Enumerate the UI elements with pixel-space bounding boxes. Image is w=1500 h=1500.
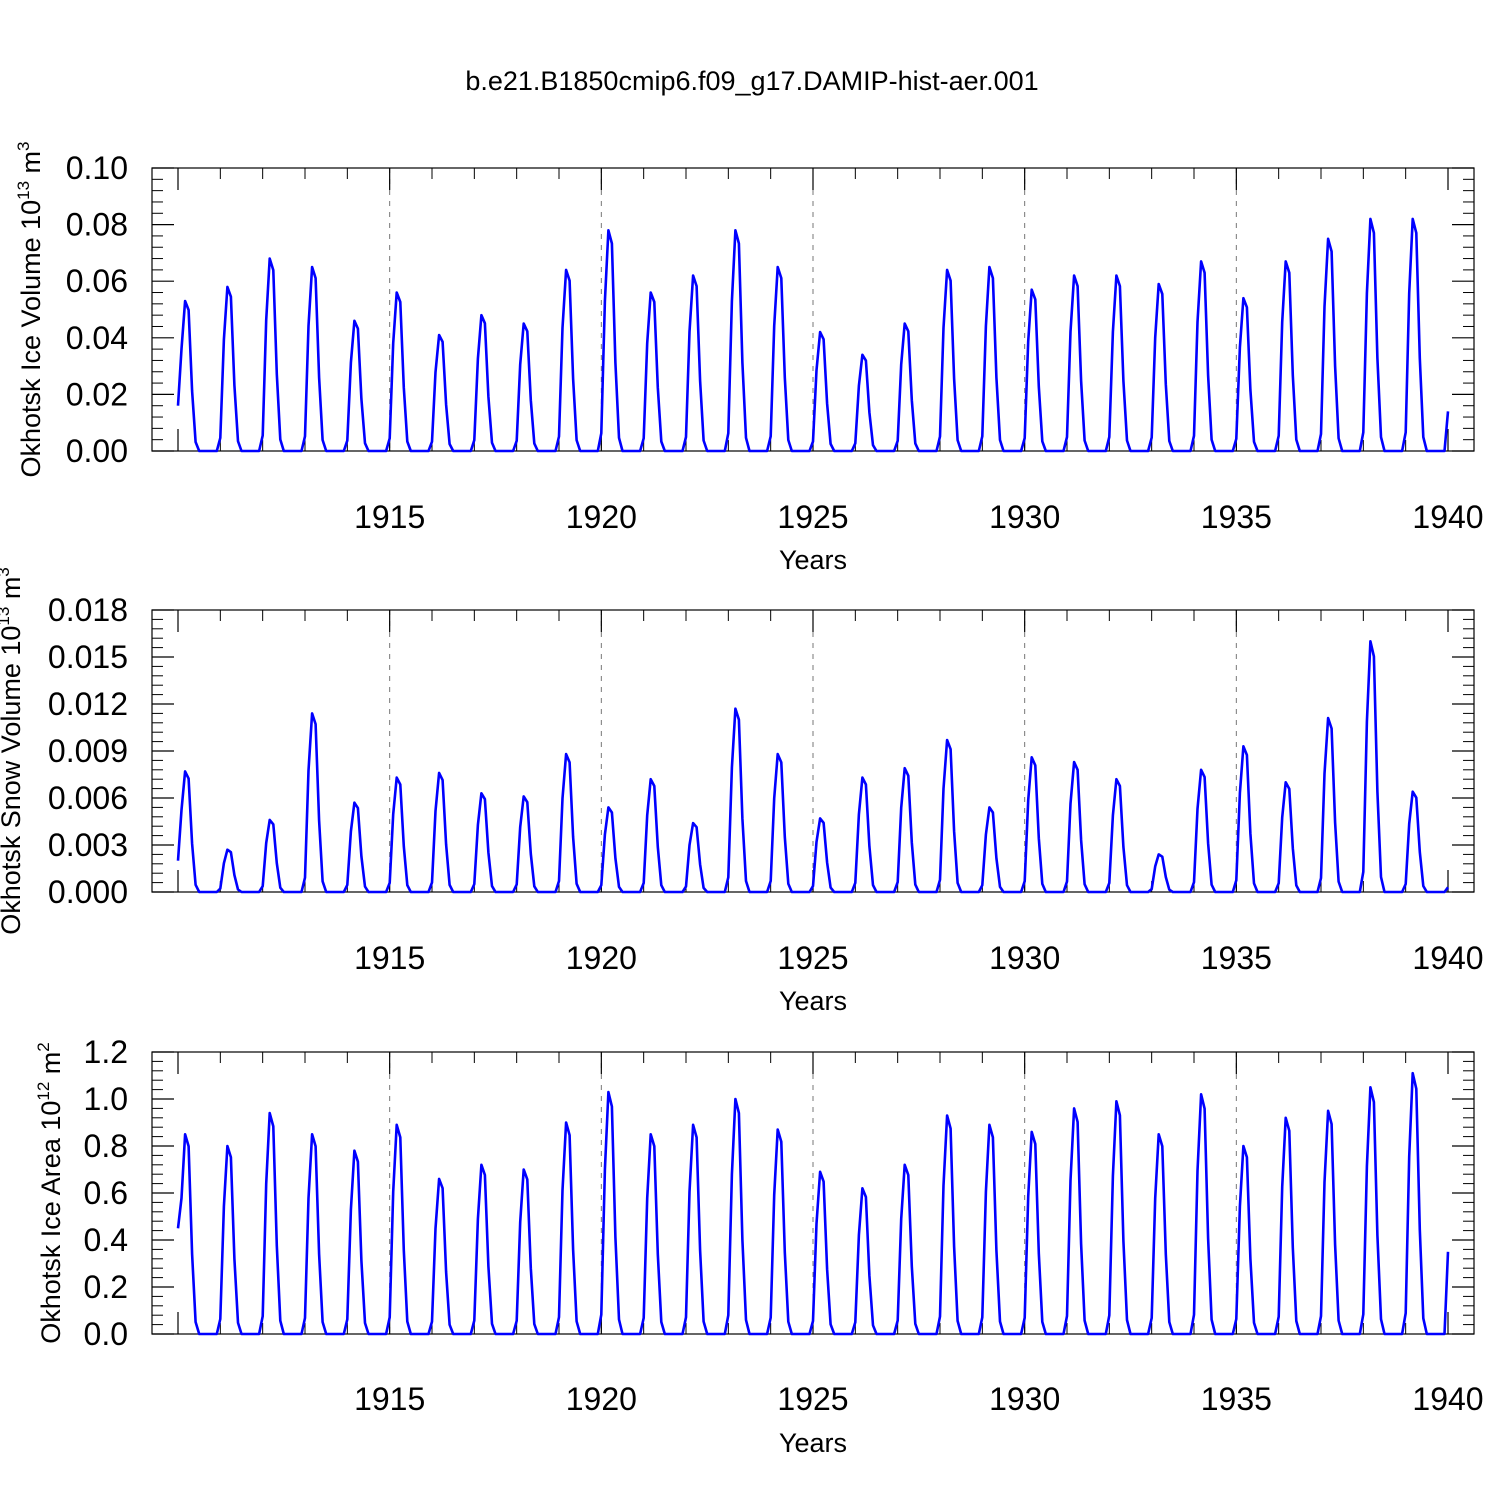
series-line-ice-area: [176, 1071, 1450, 1336]
x-tick-label-1915: 1915: [354, 499, 425, 535]
y-tick-label: 0.015: [48, 639, 128, 675]
panel-ice-volume: 0.00 0.02 0.04 0.06 0.08 0.10 1915 1920 1925 1930…: [14, 141, 1484, 575]
x-tick-label-1925: 1925: [777, 499, 848, 535]
y-tick-label: 0.00: [66, 433, 128, 469]
x-tick-label-1940: 1940: [1412, 1381, 1483, 1417]
x-axis-title: Years: [779, 545, 847, 575]
x-tick-label-1940: 1940: [1412, 940, 1483, 976]
panel-snow-volume: 0.000 0.003 0.006 0.009 0.012 0.015 0.018 1915 1…: [0, 567, 1484, 1016]
x-tick-label-1930: 1930: [989, 1381, 1060, 1417]
x-tick-label-1925: 1925: [777, 1381, 848, 1417]
x-tick-label-1935: 1935: [1201, 940, 1272, 976]
x-tick-label-1920: 1920: [566, 499, 637, 535]
y-tick-label: 0.8: [84, 1128, 128, 1164]
x-tick-label-1930: 1930: [989, 499, 1060, 535]
x-tick-label-1920: 1920: [566, 940, 637, 976]
y-tick-label: 1.2: [84, 1034, 128, 1070]
x-tick-label-1930: 1930: [989, 940, 1060, 976]
x-axis-title: Years: [779, 1428, 847, 1458]
panels-container: 0.00 0.02 0.04 0.06 0.08 0.10 1915 1920 1925 1930…: [0, 141, 1484, 1458]
y-tick-label: 0.000: [48, 874, 128, 910]
y-tick-label: 0.018: [48, 592, 128, 628]
y-tick-label: 0.003: [48, 827, 128, 863]
plot-frame: [151, 167, 1475, 452]
series-line-snow-volume: [176, 639, 1450, 894]
x-tick-label-1935: 1935: [1201, 1381, 1272, 1417]
y-axis-title: Okhotsk Ice Area 1012 m2: [34, 1042, 66, 1344]
y-tick-label: 0.009: [48, 733, 128, 769]
y-tick-label: 0.04: [66, 320, 128, 356]
x-tick-label-1915: 1915: [354, 1381, 425, 1417]
x-tick-label-1920: 1920: [566, 1381, 637, 1417]
y-tick-label: 0.6: [84, 1175, 128, 1211]
x-tick-label-1935: 1935: [1201, 499, 1272, 535]
y-tick-label: 0.0: [84, 1316, 128, 1352]
y-tick-label: 0.08: [66, 207, 128, 243]
y-tick-label: 0.02: [66, 376, 128, 412]
y-axis-title: Okhotsk Snow Volume 1013 m3: [0, 567, 26, 935]
y-tick-label: 1.0: [84, 1081, 128, 1117]
figure-title: b.e21.B1850cmip6.f09_g17.DAMIP-hist-aer.…: [465, 66, 1038, 96]
y-tick-label: 0.10: [66, 150, 128, 186]
x-axis-title: Years: [779, 986, 847, 1016]
y-tick-label: 0.012: [48, 686, 128, 722]
x-tick-label-1925: 1925: [777, 940, 848, 976]
x-tick-label-1940: 1940: [1412, 499, 1483, 535]
y-tick-label: 0.4: [84, 1222, 128, 1258]
y-axis-title: Okhotsk Ice Volume 1013 m3: [14, 141, 46, 477]
y-tick-label: 0.006: [48, 780, 128, 816]
series-line-ice-volume: [176, 217, 1450, 453]
y-tick-label: 0.06: [66, 263, 128, 299]
y-tick-label: 0.2: [84, 1269, 128, 1305]
panel-ice-area: 0.0 0.2 0.4 0.6 0.8 1.0 1.2 1915 1920 1925 1930 193…: [34, 1034, 1484, 1458]
x-tick-label-1915: 1915: [354, 940, 425, 976]
